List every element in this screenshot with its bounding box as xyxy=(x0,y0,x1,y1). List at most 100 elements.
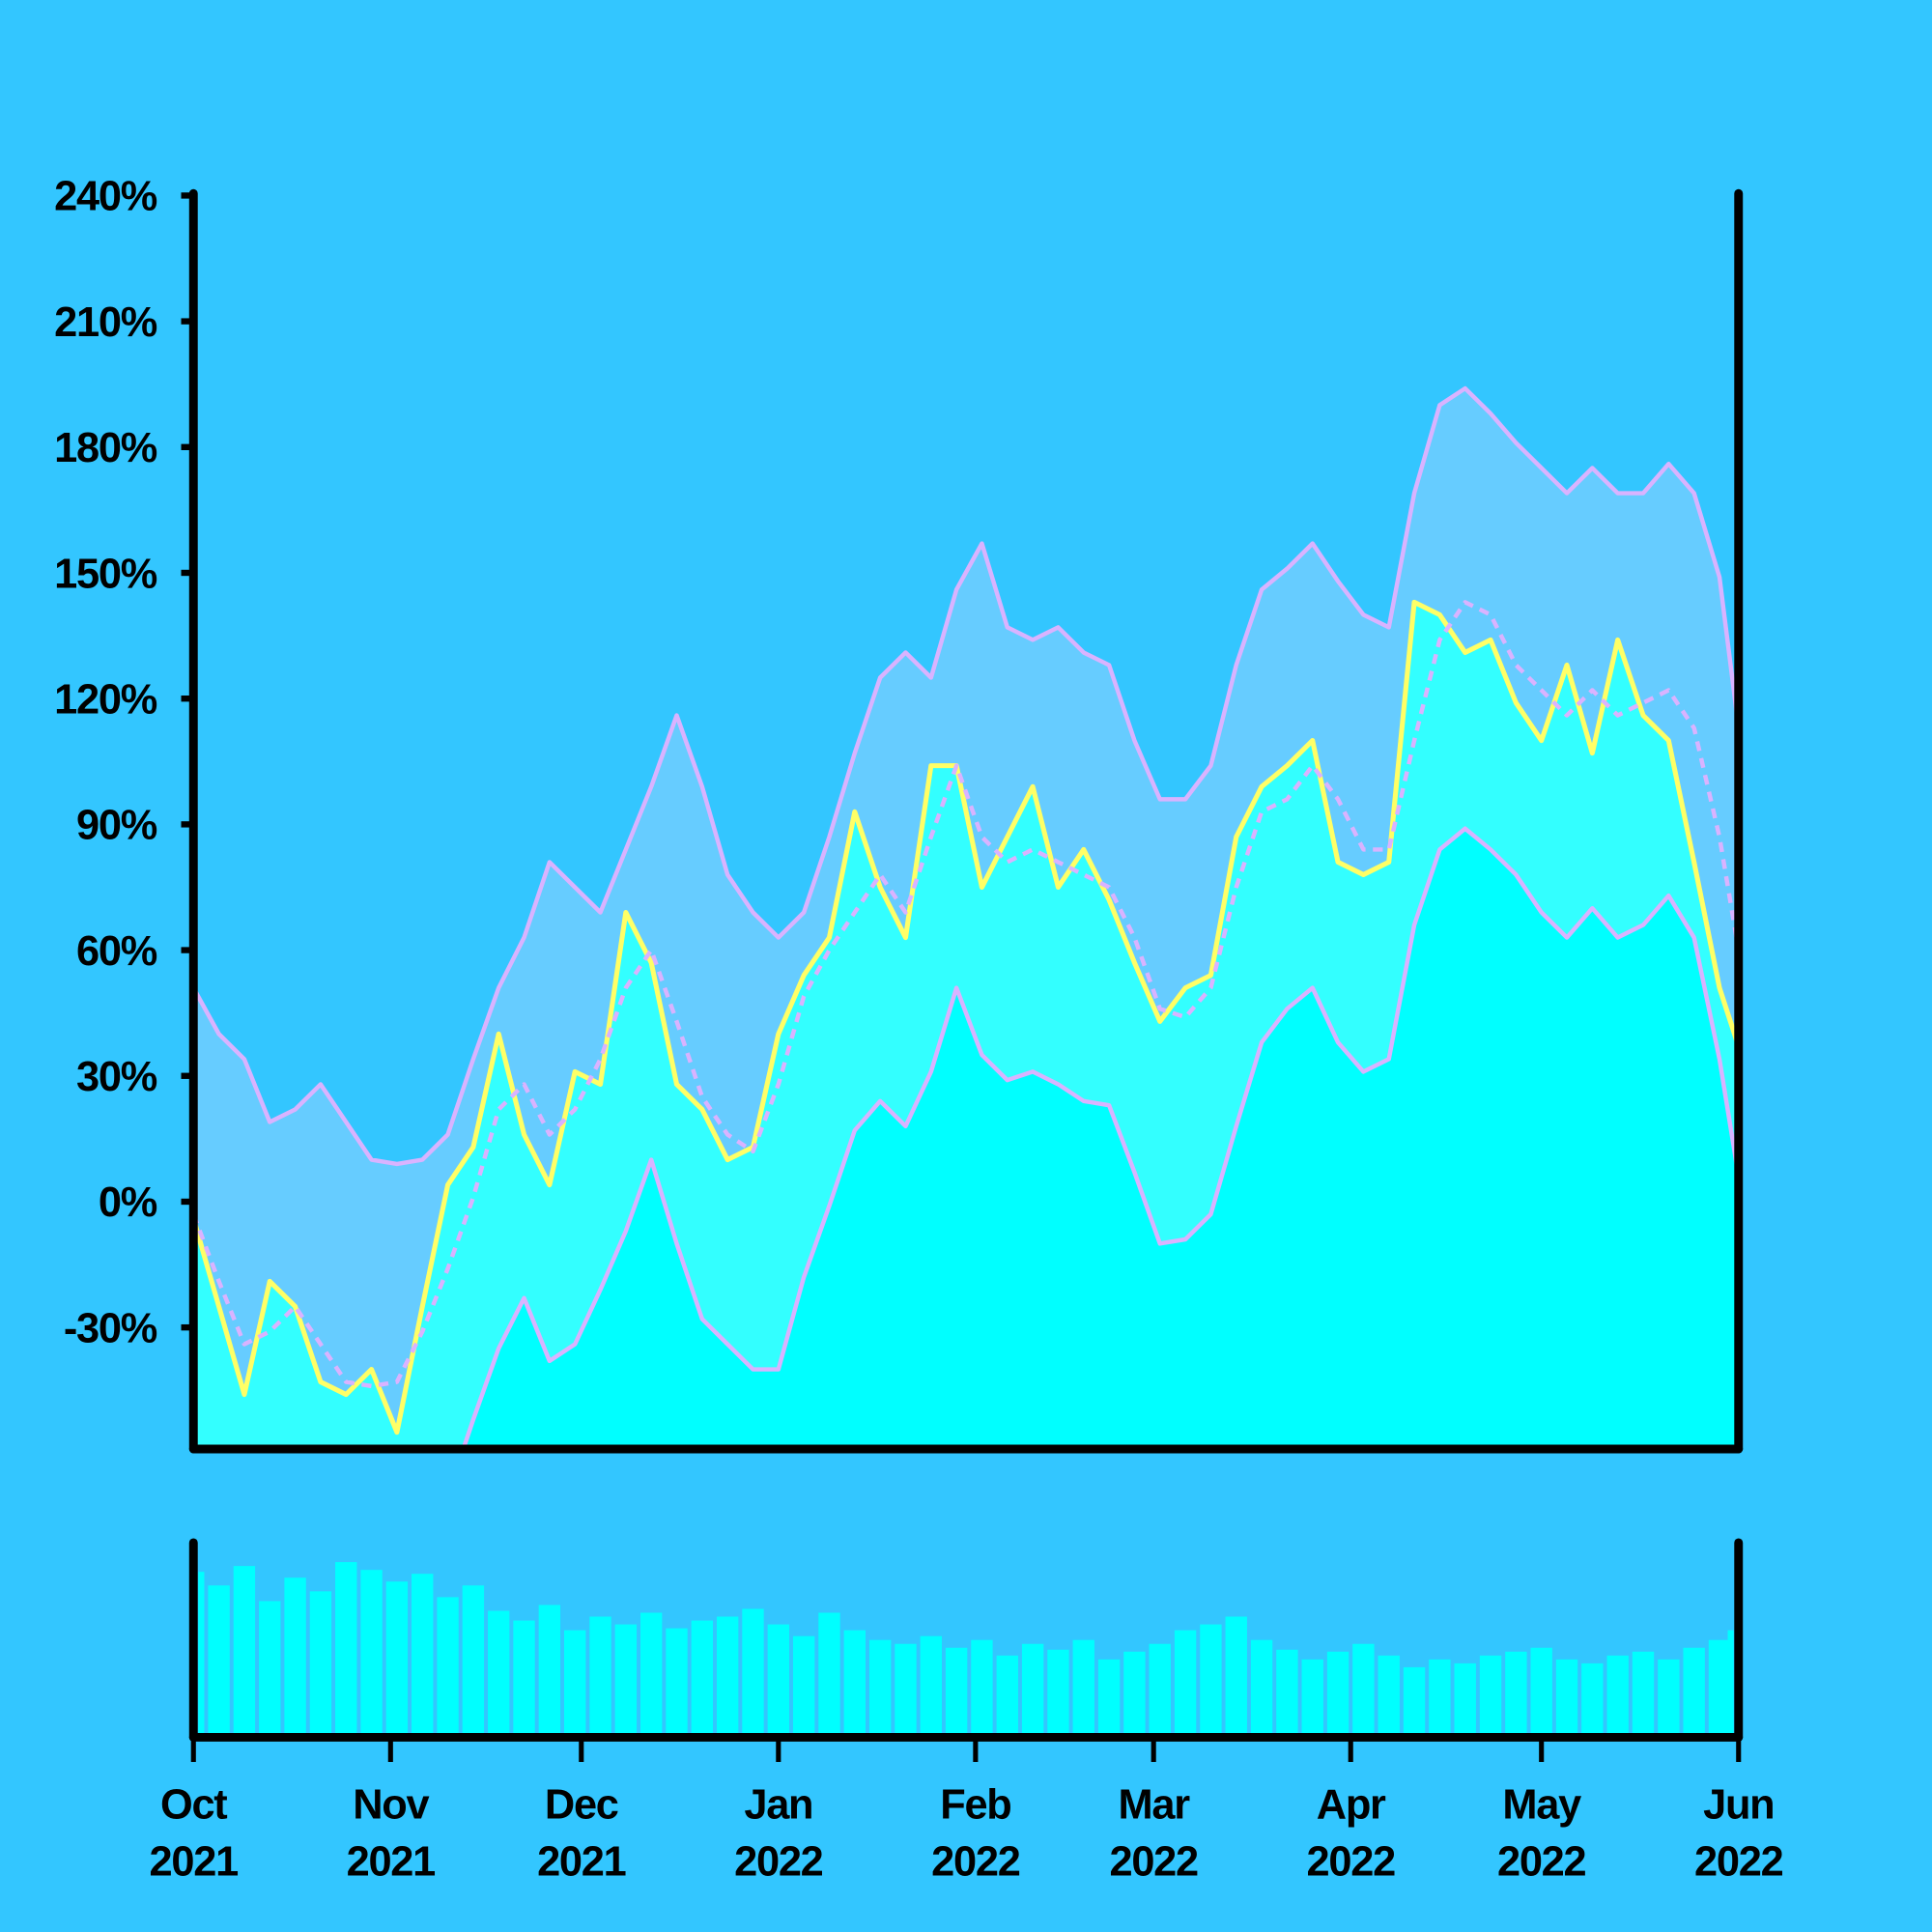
volume-bar xyxy=(895,1643,917,1738)
volume-bar xyxy=(1378,1655,1400,1738)
x-tick-label: Nov 2021 xyxy=(347,1782,436,1886)
volume-bar xyxy=(1658,1659,1680,1738)
volume-bar xyxy=(945,1647,968,1738)
volume-bar xyxy=(1505,1651,1527,1738)
volume-bar xyxy=(462,1585,485,1738)
volume-bar xyxy=(666,1628,688,1738)
volume-bar xyxy=(818,1612,840,1738)
x-tick-label-line: May xyxy=(1502,1782,1581,1829)
volume-bar xyxy=(335,1562,357,1738)
band-area xyxy=(463,828,1739,1449)
x-tick-label-line: Jan xyxy=(744,1782,812,1829)
x-tick-label-line: Oct xyxy=(160,1782,227,1829)
volume-bar xyxy=(1021,1643,1044,1738)
y-tick-label: 180% xyxy=(54,425,157,471)
volume-bar xyxy=(716,1616,739,1738)
volume-bar xyxy=(1072,1639,1094,1738)
volume-bar xyxy=(614,1624,638,1738)
y-tick-label: 30% xyxy=(76,1054,157,1100)
volume-bar xyxy=(1225,1616,1247,1738)
volume-bar xyxy=(1555,1659,1578,1738)
volume-bar xyxy=(284,1577,306,1738)
volume-bar xyxy=(208,1585,230,1738)
x-tick-label-line: 2022 xyxy=(1497,1838,1586,1885)
volume-bar xyxy=(412,1574,434,1738)
volume-bar xyxy=(639,1612,663,1738)
volume-bar xyxy=(792,1635,815,1738)
volume-panel xyxy=(198,1562,1734,1738)
x-tick-label-line: Nov xyxy=(353,1782,429,1829)
volume-bar xyxy=(198,1572,205,1738)
x-tick-label: Dec 2021 xyxy=(537,1782,626,1886)
x-tick-label-line: 2022 xyxy=(1307,1838,1396,1885)
x-tick-label-line: 2022 xyxy=(1109,1838,1198,1885)
volume-bar xyxy=(1250,1639,1273,1738)
volume-bar xyxy=(360,1570,383,1738)
x-tick-label: Oct 2021 xyxy=(150,1782,239,1886)
volume-bar xyxy=(1683,1647,1705,1738)
x-tick-label: Jun 2022 xyxy=(1694,1782,1783,1886)
y-tick-label: 150% xyxy=(54,551,157,597)
x-tick-label: Apr 2022 xyxy=(1307,1782,1396,1886)
volume-bar xyxy=(589,1616,611,1738)
y-tick-label: 210% xyxy=(54,299,157,346)
y-tick-label: 90% xyxy=(76,803,157,849)
x-tick-label: Jan 2022 xyxy=(734,1782,823,1886)
y-tick-label: 60% xyxy=(76,928,157,975)
volume-bar xyxy=(1123,1651,1146,1738)
x-tick-label: Feb 2022 xyxy=(931,1782,1020,1886)
y-tick-label: 120% xyxy=(54,676,157,723)
volume-bar xyxy=(767,1624,790,1738)
volume-bar xyxy=(488,1610,510,1738)
x-tick-label-line: Dec xyxy=(545,1782,618,1829)
volume-bar xyxy=(1200,1624,1222,1738)
volume-bar xyxy=(1708,1639,1731,1738)
series-line xyxy=(193,385,1739,1167)
volume-bar xyxy=(1581,1662,1604,1738)
volume-bar xyxy=(691,1620,714,1738)
x-tick-label-line: Apr xyxy=(1317,1782,1386,1829)
y-tick-label: 240% xyxy=(54,174,157,220)
plot-area xyxy=(193,385,1739,1449)
x-tick-label-line: 2022 xyxy=(1694,1838,1783,1885)
x-tick-label-line: 2021 xyxy=(537,1838,626,1885)
series-line xyxy=(193,599,1739,1435)
y-tick-label: 0% xyxy=(99,1179,157,1226)
volume-bar xyxy=(538,1605,561,1738)
volume-bar xyxy=(1479,1655,1502,1738)
volume-bar xyxy=(259,1601,281,1738)
x-tick-label: May 2022 xyxy=(1497,1782,1586,1886)
volume-bar xyxy=(385,1581,409,1738)
volume-bar xyxy=(843,1630,867,1738)
volume-bar xyxy=(1047,1649,1069,1738)
series-line xyxy=(193,600,1739,1389)
volume-bar xyxy=(513,1620,535,1738)
volume-bar xyxy=(1174,1630,1197,1738)
x-tick-label-line: Mar xyxy=(1119,1782,1191,1829)
x-tick-label: Mar 2022 xyxy=(1109,1782,1198,1886)
volume-bar xyxy=(1727,1630,1734,1738)
x-tick-label-line: Jun xyxy=(1703,1782,1774,1829)
x-tick-label-line: 2021 xyxy=(150,1838,239,1885)
x-tick-label-line: 2022 xyxy=(931,1838,1020,1885)
volume-bar xyxy=(564,1630,586,1738)
series-line xyxy=(461,826,1739,1449)
volume-bar xyxy=(996,1655,1018,1738)
volume-bar xyxy=(868,1639,892,1738)
volume-bar xyxy=(1632,1651,1655,1738)
volume-bar xyxy=(971,1639,993,1738)
volume-bar xyxy=(1276,1649,1298,1738)
volume-bar xyxy=(1429,1659,1451,1738)
volume-bar xyxy=(1097,1659,1121,1738)
volume-bar xyxy=(233,1566,256,1738)
volume-bar xyxy=(1301,1659,1323,1738)
volume-bar xyxy=(920,1635,942,1738)
volume-bar xyxy=(742,1608,764,1738)
volume-bar xyxy=(1149,1643,1171,1738)
y-tick-label: -30% xyxy=(64,1305,157,1351)
x-tick-label-line: 2022 xyxy=(734,1838,823,1885)
volume-bar xyxy=(1530,1647,1552,1738)
volume-bar xyxy=(309,1591,332,1738)
volume-bar xyxy=(1606,1655,1629,1738)
